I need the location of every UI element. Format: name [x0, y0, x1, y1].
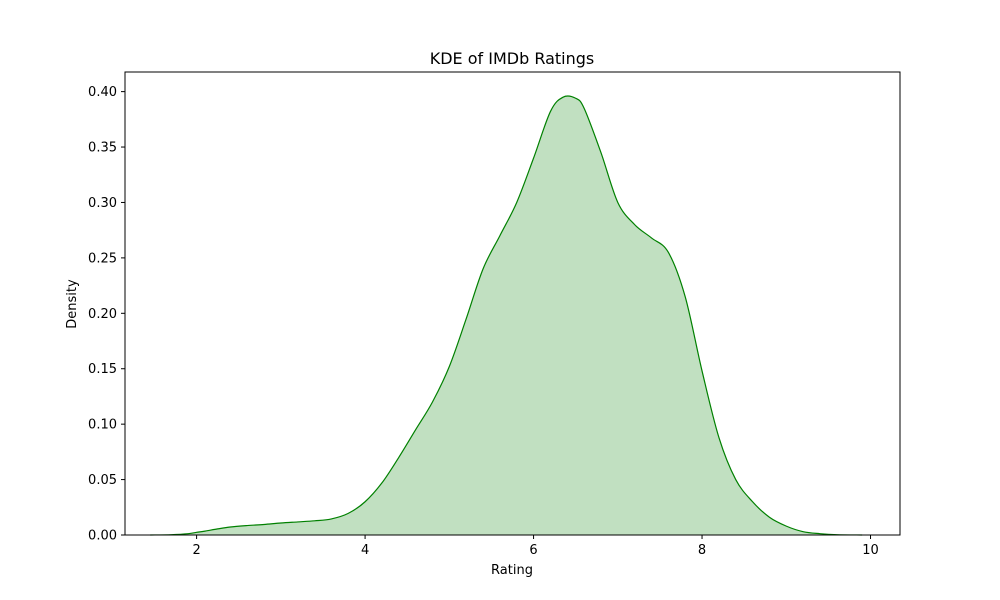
y-tick-label: 0.15 [88, 362, 117, 377]
x-tick-label: 10 [862, 543, 879, 558]
y-axis: 0.00 0.05 0.10 0.15 0.20 0.25 0.30 0.35 0.40 [88, 85, 125, 544]
x-axis: 2 4 6 8 10 [192, 535, 879, 558]
y-tick-label: 0.00 [88, 529, 117, 544]
y-tick-label: 0.05 [88, 473, 117, 488]
plot-frame [124, 71, 901, 536]
y-tick-label: 0.20 [88, 307, 117, 322]
y-tick-label: 0.10 [88, 418, 117, 433]
density-line [150, 95, 863, 536]
x-tick-label: 8 [698, 543, 706, 558]
x-tick-label: 4 [361, 543, 369, 558]
y-tick-label: 0.35 [88, 141, 117, 156]
y-axis-label: Density [65, 279, 80, 329]
density-area [150, 96, 863, 536]
x-axis-label: Rating [491, 563, 533, 578]
chart-title: KDE of IMDb Ratings [430, 49, 595, 68]
y-tick-label: 0.30 [88, 196, 117, 211]
y-tick-label: 0.40 [88, 85, 117, 100]
plot-area [150, 95, 863, 536]
x-tick-label: 6 [529, 543, 537, 558]
x-tick-label: 2 [192, 543, 200, 558]
y-tick-label: 0.25 [88, 251, 117, 266]
